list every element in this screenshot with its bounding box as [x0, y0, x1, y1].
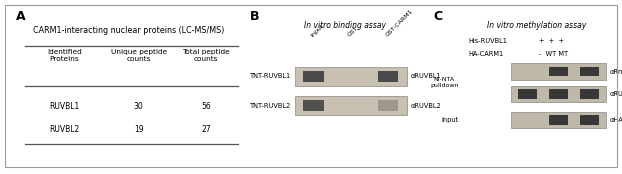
Text: RUVBL2: RUVBL2 — [49, 125, 79, 134]
Text: GST: GST — [347, 25, 360, 38]
Text: -  WT MT: - WT MT — [539, 50, 568, 57]
Bar — [580, 89, 599, 99]
Text: Input: Input — [442, 117, 458, 123]
Bar — [295, 96, 407, 115]
Text: 30: 30 — [134, 102, 144, 111]
Text: GST-CARM1: GST-CARM1 — [384, 8, 414, 38]
Bar — [580, 67, 599, 76]
Text: Ni-NTA
pulldown: Ni-NTA pulldown — [430, 77, 458, 88]
Text: TNT-RUVBL1: TNT-RUVBL1 — [250, 73, 291, 79]
Bar — [378, 71, 398, 82]
Text: +  +  +: + + + — [539, 38, 564, 44]
Bar — [378, 100, 398, 111]
Bar — [518, 89, 537, 99]
Text: HA-CARM1: HA-CARM1 — [468, 50, 503, 57]
Bar — [304, 71, 324, 82]
Bar — [511, 112, 605, 128]
Text: 19: 19 — [134, 125, 144, 134]
Text: CARM1-interacting nuclear proteins (LC-MS/MS): CARM1-interacting nuclear proteins (LC-M… — [34, 26, 225, 35]
Text: Identified
Proteins: Identified Proteins — [47, 49, 81, 62]
Text: Unique peptide
counts: Unique peptide counts — [111, 49, 167, 62]
Text: In vitro binding assay: In vitro binding assay — [304, 21, 386, 30]
Bar — [304, 100, 324, 111]
Text: αHA: αHA — [610, 117, 622, 123]
Bar — [511, 86, 605, 102]
Text: αRUVBL1: αRUVBL1 — [411, 73, 441, 79]
Bar — [580, 115, 599, 125]
Text: TNT-RUVBL2: TNT-RUVBL2 — [250, 102, 291, 109]
Text: Total peptide
counts: Total peptide counts — [182, 49, 230, 62]
Bar — [549, 89, 568, 99]
Text: In vitro methylation assay: In vitro methylation assay — [487, 21, 587, 30]
Text: 56: 56 — [201, 102, 211, 111]
Bar — [549, 115, 568, 125]
Text: His-RUVBL1: His-RUVBL1 — [468, 38, 507, 44]
Text: C: C — [433, 10, 442, 23]
Bar — [295, 67, 407, 86]
Bar — [511, 64, 605, 80]
Text: αRme2a: αRme2a — [610, 69, 622, 75]
Bar — [549, 67, 568, 76]
Text: RUVBL1: RUVBL1 — [49, 102, 79, 111]
Text: 27: 27 — [201, 125, 211, 134]
Text: B: B — [250, 10, 259, 23]
Text: Input: Input — [310, 22, 325, 38]
Text: αRUVBL2: αRUVBL2 — [411, 102, 441, 109]
Text: αRUVBL1: αRUVBL1 — [610, 91, 622, 97]
Text: A: A — [16, 10, 26, 23]
